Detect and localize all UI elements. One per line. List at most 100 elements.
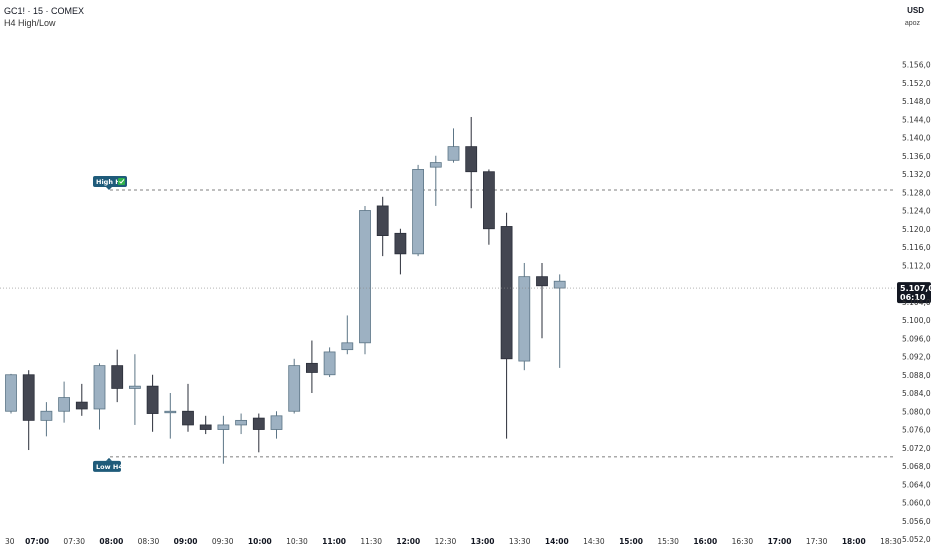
candle-body — [199, 424, 212, 430]
price-tick-label: 5.052,0 — [902, 535, 931, 544]
candle — [465, 116, 478, 209]
time-tick-label: 07:00 — [25, 537, 49, 546]
candle-body — [93, 365, 106, 410]
candle — [341, 315, 354, 355]
candle — [22, 370, 35, 451]
time-tick-label: 09:00 — [174, 537, 198, 546]
time-tick-label: 16:00 — [693, 537, 717, 546]
checkmark-glyph — [119, 179, 125, 184]
candle — [394, 228, 407, 275]
time-tick-label: 14:30 — [583, 537, 605, 546]
candle-body — [536, 276, 548, 287]
candle — [5, 373, 17, 414]
price-tick-label: 5.080,0 — [902, 407, 931, 416]
indicator-name[interactable]: H4 High/Low — [4, 18, 56, 28]
time-tick-label: 17:00 — [768, 537, 792, 546]
candle — [146, 374, 159, 432]
candle-body — [22, 374, 35, 421]
candle — [288, 358, 301, 414]
candle-body — [429, 162, 442, 168]
candles-layer — [5, 116, 566, 464]
candle — [164, 393, 177, 439]
candle-body — [500, 226, 513, 360]
candle — [482, 169, 495, 245]
candle-body — [305, 362, 318, 373]
candle-body — [518, 276, 531, 362]
time-tick-label: 14:00 — [545, 537, 569, 546]
price-tick-label: 5.128,0 — [902, 188, 931, 197]
price-tick-label: 5.116,0 — [902, 243, 931, 252]
time-tick-label: 08:00 — [99, 537, 123, 546]
candle-body — [341, 342, 354, 351]
time-tick-label: 30 — [5, 537, 15, 546]
level-label: High H4 — [96, 178, 126, 186]
candle-body — [482, 171, 495, 230]
candle-body — [394, 232, 407, 255]
candle — [199, 415, 212, 435]
level-label: Low H4 — [96, 463, 123, 471]
candle — [111, 349, 124, 403]
price-tick-label: 5.076,0 — [902, 426, 931, 435]
account-label: apoz — [904, 20, 920, 27]
candle — [58, 381, 70, 423]
candle — [323, 347, 336, 378]
time-tick-label: 10:00 — [248, 537, 272, 546]
candle-body — [164, 410, 177, 414]
candle-body — [465, 146, 478, 173]
candle-body — [447, 146, 460, 161]
level-badge-pointer — [106, 186, 112, 190]
candle-body — [553, 280, 566, 289]
candle — [75, 383, 88, 416]
time-tick-label: 10:30 — [286, 537, 308, 546]
price-tick-label: 5.096,0 — [902, 334, 931, 343]
candle-body — [75, 401, 88, 410]
currency-label[interactable]: USD — [907, 6, 924, 15]
candle — [553, 274, 566, 368]
candle — [412, 164, 425, 257]
candle-body — [270, 415, 283, 430]
candle — [217, 415, 230, 464]
price-tick-label: 5.140,0 — [902, 134, 931, 143]
candle — [270, 411, 283, 439]
candle — [536, 262, 548, 339]
candle-body — [412, 169, 425, 255]
price-tick-label: 5.148,0 — [902, 97, 931, 106]
candle — [40, 402, 53, 437]
price-tick-label: 5.064,0 — [902, 480, 931, 489]
time-tick-label: 12:00 — [396, 537, 420, 546]
candle-body — [5, 374, 17, 412]
candle-body — [376, 205, 389, 236]
candle — [305, 340, 318, 393]
candle — [128, 354, 141, 425]
time-tick-label: 18:30 — [880, 537, 902, 546]
price-tick-label: 5.136,0 — [902, 152, 931, 161]
candle — [518, 262, 531, 371]
candle-body — [40, 410, 53, 421]
candle-body — [58, 397, 70, 412]
candle — [182, 383, 194, 432]
candle — [359, 205, 371, 355]
checkmark-icon — [118, 177, 125, 185]
candle — [235, 413, 248, 435]
time-tick-label: 18:00 — [842, 537, 866, 546]
price-tick-label: 5.104,0 — [902, 298, 931, 307]
price-tick-label: 5.068,0 — [902, 462, 931, 471]
time-tick-label: 15:00 — [619, 537, 643, 546]
time-tick-label: 11:30 — [360, 537, 382, 546]
time-tick-label: 17:30 — [806, 537, 828, 546]
time-tick-label: 09:30 — [212, 537, 234, 546]
time-tick-label: 07:30 — [63, 537, 85, 546]
candle-body — [111, 365, 124, 389]
price-tick-label: 5.156,0 — [902, 61, 931, 70]
symbol-title[interactable]: GC1! · 15 · COMEX — [4, 6, 85, 16]
candle — [93, 363, 106, 430]
price-tick-label: 5.084,0 — [902, 389, 931, 398]
level-badge — [93, 460, 121, 472]
price-tick-label: 5.112,0 — [902, 261, 931, 270]
last-price-line: 5.107,006:10 — [0, 282, 932, 304]
time-tick-label: 12:30 — [435, 537, 457, 546]
candle-body — [235, 419, 248, 426]
price-tick-label: 5.088,0 — [902, 371, 931, 380]
price-tick-label: 5.144,0 — [902, 115, 931, 124]
